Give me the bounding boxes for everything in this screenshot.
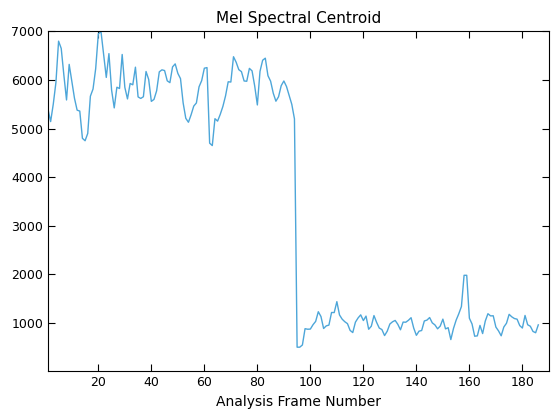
Title: Mel Spectral Centroid: Mel Spectral Centroid bbox=[216, 11, 381, 26]
X-axis label: Analysis Frame Number: Analysis Frame Number bbox=[216, 395, 381, 409]
